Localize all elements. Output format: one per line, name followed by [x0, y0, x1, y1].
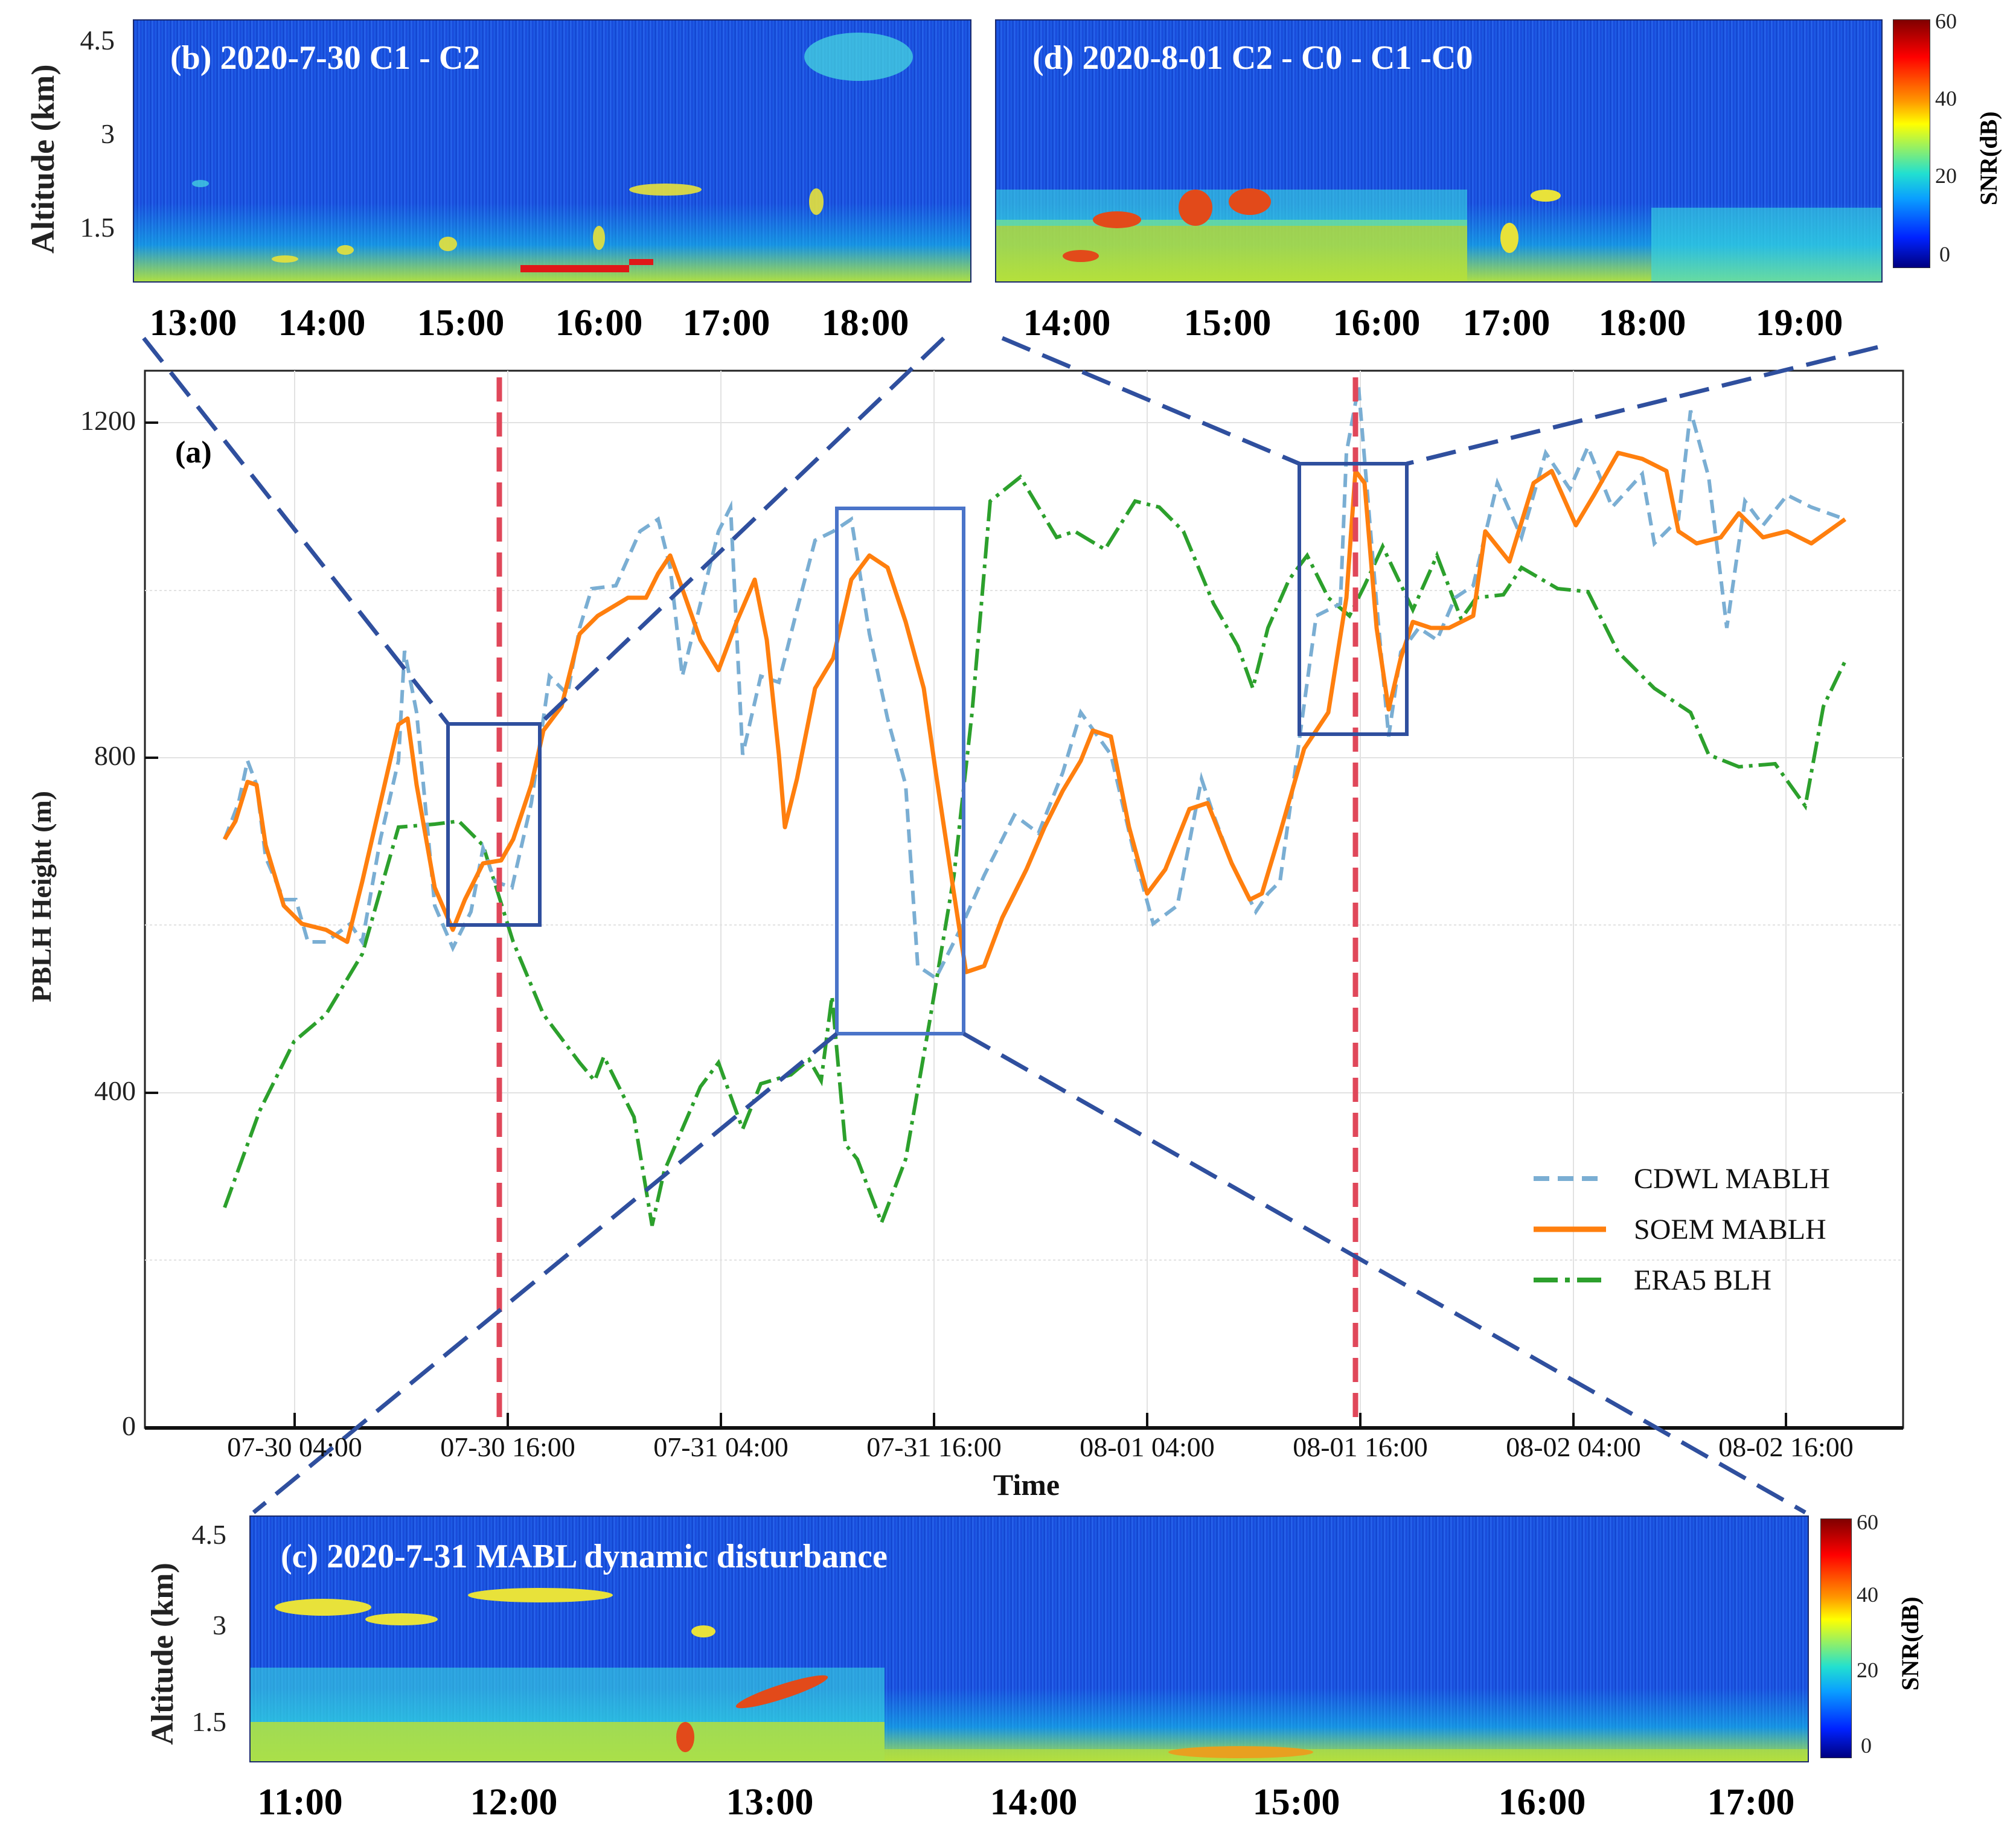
main-ytick: 400: [94, 1075, 136, 1106]
panel-c-xtick: 15:00: [1252, 1782, 1340, 1823]
panel-d-xtick: 17:00: [1462, 302, 1550, 344]
main-ytick: 800: [94, 740, 136, 771]
panel-c-title: (c) 2020-7-31 MABL dynamic disturbance: [281, 1538, 888, 1575]
panel-b-xtick: 14:00: [278, 302, 366, 344]
main-xtick: 08-01 04:00: [1080, 1432, 1215, 1462]
colorbar-bottom-tick: 0: [1861, 1733, 1872, 1758]
colorbar-bottom-tick: 20: [1857, 1658, 1878, 1682]
panel-b-xtick: 17:00: [682, 302, 770, 344]
main-xtick: 07-30 04:00: [227, 1432, 362, 1462]
series-era5: [223, 474, 1847, 1228]
series-soem: [222, 450, 1847, 974]
legend-swatch-dashdot-icon: [1534, 1278, 1606, 1282]
panel-d-xtick: 14:00: [1023, 302, 1111, 344]
main-xtick: 07-31 04:00: [653, 1432, 789, 1462]
colorbar-bottom-tick: 60: [1857, 1510, 1878, 1534]
colorbar-top-tick: 40: [1935, 86, 1957, 110]
panel-d-xtick: 19:00: [1755, 302, 1843, 344]
legend-item-soem: SOEM MABLH: [1534, 1204, 1830, 1255]
panel-b-xtick: 16:00: [555, 302, 643, 344]
main-xtick: 08-02 04:00: [1506, 1432, 1641, 1462]
panel-d-xtick: 16:00: [1333, 302, 1421, 344]
colorbar-top-tick: 0: [1939, 242, 1950, 266]
main-ytick: 1200: [80, 405, 136, 436]
zoom-box-b: [446, 722, 542, 927]
zoom-box-d: [1298, 462, 1409, 736]
panel-c-features: [251, 1588, 1808, 1761]
panel-b-ytick: 4.5: [80, 25, 115, 56]
main-panel-label: (a): [175, 435, 212, 470]
main-xtick: 08-02 16:00: [1718, 1432, 1854, 1462]
main-xlabel: Time: [993, 1468, 1060, 1502]
panel-b-lidar-image: (b) 2020-7-30 C1 - C2: [133, 19, 971, 283]
legend-swatch-dashed-icon: [1534, 1176, 1606, 1181]
panel-b-title: (b) 2020-7-30 C1 - C2: [170, 39, 481, 77]
panel-c-xtick: 17:00: [1707, 1782, 1795, 1823]
main-xtick: 08-01 16:00: [1293, 1432, 1428, 1462]
colorbar-top: [1893, 19, 1930, 268]
panel-c-ytick: 1.5: [191, 1706, 227, 1737]
main-ytick: 0: [122, 1410, 136, 1441]
legend-item-era5: ERA5 BLH: [1534, 1255, 1830, 1305]
panel-c-ytick: 3: [213, 1610, 226, 1640]
panel-b-xtick: 15:00: [417, 302, 505, 344]
panel-c-xtick: 13:00: [726, 1782, 814, 1823]
panel-d-features: [996, 188, 1881, 281]
panel-d-xtick: 18:00: [1598, 302, 1686, 344]
panel-c-ytick: 4.5: [191, 1519, 227, 1550]
zoom-connectors: [142, 336, 1878, 1515]
main-xtick: 07-30 16:00: [440, 1432, 575, 1462]
colorbar-bottom-tick: 40: [1857, 1582, 1878, 1607]
colorbar-bottom-label: SNR(dB): [1896, 1596, 1924, 1691]
panel-c-ylabel: Altitude (km): [146, 1563, 180, 1745]
panel-d-lidar-image: (d) 2020-8-01 C2 - C0 - C1 -C0: [995, 19, 1883, 283]
colorbar-top-tick: 20: [1935, 164, 1957, 188]
panel-c-lidar-image: (c) 2020-7-31 MABL dynamic disturbance: [249, 1515, 1809, 1762]
legend-swatch-solid-icon: [1534, 1226, 1606, 1232]
panel-c-xtick: 16:00: [1498, 1782, 1586, 1823]
panel-b-ytick: 3: [101, 118, 115, 149]
legend-item-cdwl: CDWL MABLH: [1534, 1153, 1830, 1204]
main-xtick: 07-31 16:00: [866, 1432, 1002, 1462]
panel-d-xtick: 15:00: [1183, 302, 1272, 344]
legend: CDWL MABLH SOEM MABLH ERA5 BLH: [1534, 1153, 1830, 1305]
panel-c-xtick: 12:00: [470, 1782, 558, 1823]
colorbar-bottom: [1820, 1518, 1852, 1758]
panel-b-xtick: 13:00: [149, 302, 237, 344]
zoom-box-c: [835, 507, 965, 1035]
panel-d-title: (d) 2020-8-01 C2 - C0 - C1 -C0: [1032, 39, 1473, 77]
panel-b-ytick: 1.5: [80, 212, 115, 243]
colorbar-top-tick: 60: [1935, 9, 1957, 33]
panel-b-features: [192, 33, 913, 272]
panel-c-xtick: 11:00: [257, 1782, 343, 1823]
panel-c-xtick: 14:00: [990, 1782, 1078, 1823]
panel-b-xtick: 18:00: [821, 302, 909, 344]
